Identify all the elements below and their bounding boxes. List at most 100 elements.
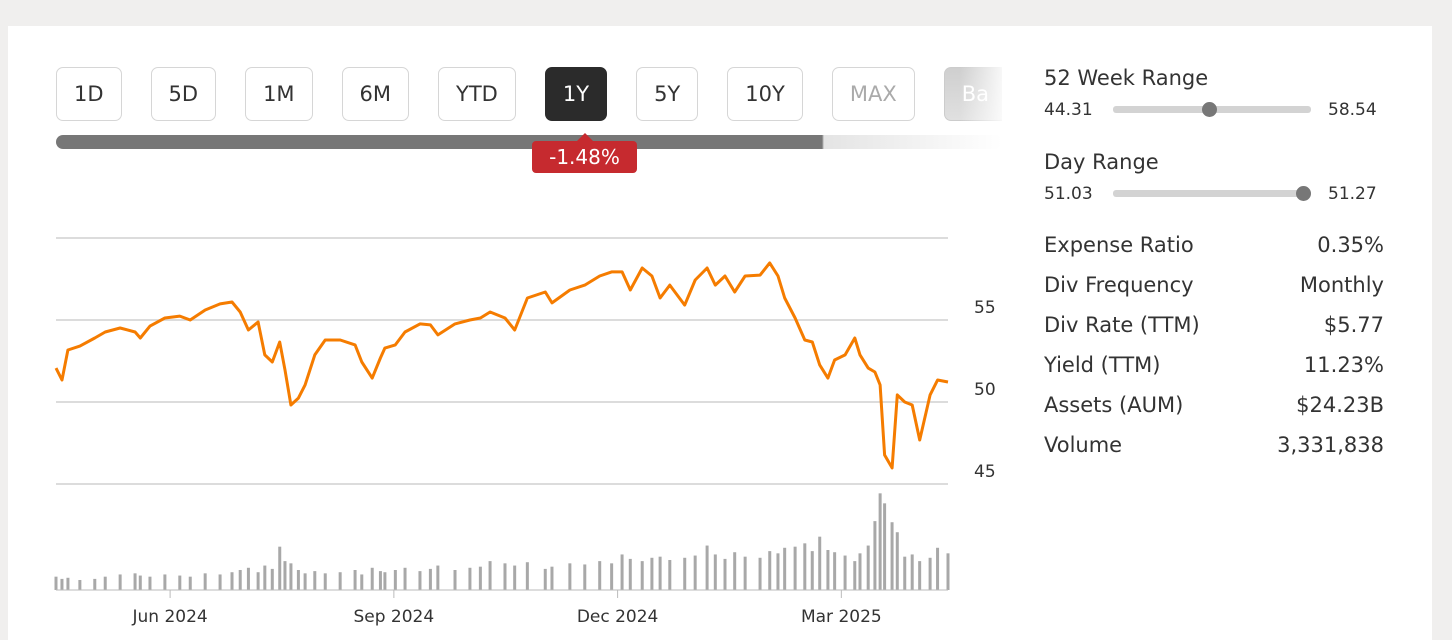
volume-bar (853, 561, 857, 590)
volume-bar (705, 545, 709, 590)
stat-value: $5.77 (1323, 313, 1384, 337)
volume-bar (910, 554, 914, 590)
stat-row: Div Rate (TTM) $5.77 (1044, 313, 1384, 337)
chart: 45 50 55 Jun 2024 Sep 2024 Dec 2024 Mar 2025 (54, 237, 996, 627)
volume-bar (723, 558, 727, 590)
range-button[interactable]: 5Y (636, 67, 699, 121)
volume-bar (393, 570, 397, 590)
range-low: 51.03 (1044, 184, 1093, 204)
volume-bar (436, 565, 440, 590)
stat-value: Monthly (1299, 273, 1384, 297)
volume-bar (428, 568, 432, 590)
volume-bar (743, 556, 747, 590)
x-tick-label: Jun 2024 (131, 607, 207, 627)
stat-row: Assets (AUM) $24.23B (1044, 393, 1384, 417)
volume-bar (768, 551, 772, 590)
range-button[interactable]: MAX (831, 67, 915, 121)
volume-bar (138, 575, 142, 590)
volume-bar (378, 571, 382, 590)
volume-bar (903, 556, 907, 590)
stat-row: Volume 3,331,838 (1044, 433, 1384, 457)
stat-label: Assets (AUM) (1044, 393, 1184, 417)
volume-bar (246, 567, 250, 590)
x-tick-label: Dec 2024 (577, 607, 659, 627)
volume-bar (693, 555, 697, 590)
stat-value: $24.23B (1296, 393, 1384, 417)
volume-bar (620, 554, 624, 590)
volume-bar (928, 557, 932, 590)
volume-bar (890, 522, 894, 590)
volume-bar (93, 578, 97, 590)
y-tick-label: 55 (974, 298, 996, 318)
stat-label: Div Rate (TTM) (1044, 313, 1200, 337)
volume-bar (568, 563, 572, 590)
range-marker (1295, 186, 1311, 201)
volume-bar (218, 574, 222, 590)
volume-bar (283, 561, 287, 590)
volume-bar (783, 547, 787, 590)
y-tick-label: 50 (974, 380, 996, 400)
volume-bar (658, 556, 662, 590)
range-track (1113, 190, 1311, 197)
volume-bar (303, 573, 307, 590)
stat-value: 0.35% (1317, 233, 1384, 257)
volume-bar (683, 557, 687, 590)
range-low: 44.31 (1044, 100, 1093, 120)
volume-bar (610, 563, 614, 590)
volume-bar (418, 571, 422, 590)
volume-bar (513, 565, 517, 590)
volume-bar (503, 563, 507, 590)
volume-bar (278, 546, 282, 590)
volume-bar (713, 554, 717, 590)
stat-row: Expense Ratio 0.35% (1044, 233, 1384, 257)
volume-bar (270, 568, 274, 590)
volume-bar (873, 521, 877, 590)
volume-bar (178, 575, 182, 590)
volume-bar (148, 576, 152, 590)
volume-bar (818, 536, 822, 590)
volume-bar (60, 578, 64, 590)
volume-bar (550, 566, 554, 590)
volume-bar (103, 576, 107, 590)
stat-row: Yield (TTM) 11.23% (1044, 353, 1384, 377)
volume-bar (360, 574, 364, 590)
range-button[interactable]: 1Y (544, 67, 608, 121)
y-tick-label: 45 (974, 462, 996, 482)
range-button[interactable]: 10Y (727, 67, 803, 121)
volume-bar (776, 553, 780, 590)
volume-bar (163, 574, 167, 590)
range-button[interactable]: 1M (245, 67, 313, 121)
volume-bar (468, 567, 472, 590)
volume-bar (488, 561, 492, 590)
volume-bar (583, 564, 587, 590)
change-badge: -1.48% (532, 133, 637, 173)
volume-bar (238, 570, 242, 590)
volume-bar (758, 557, 762, 590)
volume-bar (803, 543, 807, 590)
volume-bar (946, 553, 950, 590)
volume-bar (883, 503, 887, 590)
range-high: 58.54 (1328, 100, 1377, 120)
volume-bar (66, 577, 70, 590)
volume-bar (866, 545, 870, 590)
volume-bar (843, 555, 847, 590)
range-button[interactable]: 1D (56, 67, 122, 121)
volume-bar (733, 552, 737, 590)
volume-bar (54, 576, 58, 590)
volume-bar (263, 565, 267, 590)
volume-bar (353, 570, 357, 590)
volume-bar (525, 562, 529, 590)
volume-bar (203, 573, 207, 590)
range-button[interactable]: 6M (341, 67, 410, 121)
volume-bar (453, 570, 457, 590)
volume-bar (78, 580, 82, 590)
volume-bar (478, 566, 482, 590)
range-button[interactable]: YTD (438, 67, 516, 121)
volume-bar (918, 561, 922, 590)
range-button[interactable]: 5D (150, 67, 217, 121)
stat-row: Div Frequency Monthly (1044, 273, 1384, 297)
volume-bar (543, 568, 547, 590)
range-label: 52 Week Range (1044, 66, 1209, 90)
volume-bar (628, 558, 632, 590)
volume-bar (338, 572, 342, 590)
